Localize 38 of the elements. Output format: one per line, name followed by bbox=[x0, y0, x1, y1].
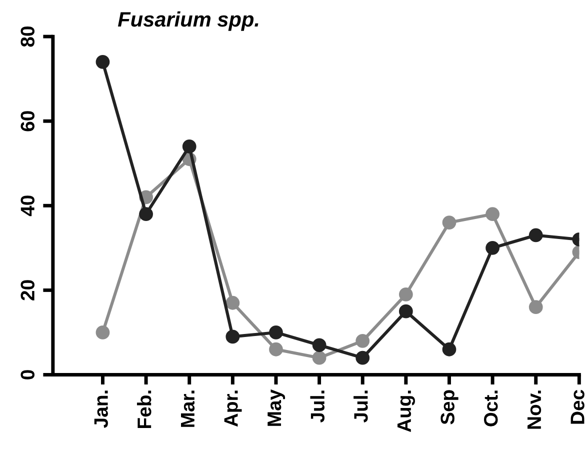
x-tick-label: Apr. bbox=[224, 390, 242, 427]
point bbox=[528, 228, 543, 242]
y-tick-label: 20 bbox=[20, 280, 34, 300]
x-tick-label: Mar. bbox=[181, 390, 195, 427]
point bbox=[96, 326, 110, 340]
point bbox=[312, 350, 326, 365]
point bbox=[486, 207, 500, 222]
point bbox=[312, 338, 326, 352]
x-tick-label: Nov. bbox=[528, 390, 542, 429]
x-tick-label: Aug. bbox=[397, 390, 415, 432]
y-tick-label: 40 bbox=[20, 196, 34, 216]
x-tick-label: May bbox=[268, 389, 286, 426]
point bbox=[226, 330, 240, 344]
point bbox=[486, 240, 500, 255]
point bbox=[226, 296, 240, 310]
x-tick-label: Jul. bbox=[310, 390, 325, 423]
x-tick-label: Jul. bbox=[354, 390, 368, 423]
x-tick-label: Sep bbox=[440, 390, 458, 424]
point bbox=[139, 207, 153, 222]
point bbox=[269, 326, 283, 340]
y-tick-label: 80 bbox=[20, 26, 34, 47]
y-tick-label: 60 bbox=[20, 111, 34, 132]
point bbox=[96, 54, 110, 69]
x-tick-label: Feb. bbox=[136, 390, 152, 428]
point bbox=[442, 216, 456, 230]
x-tick-label: Dec bbox=[570, 390, 584, 424]
point bbox=[182, 140, 196, 154]
point bbox=[398, 287, 413, 302]
x-tick-label: Oct. bbox=[484, 390, 498, 426]
point bbox=[398, 304, 413, 318]
point bbox=[269, 342, 283, 356]
chart-title: Fusarium spp. bbox=[118, 11, 258, 31]
point bbox=[356, 350, 370, 365]
point bbox=[528, 300, 543, 314]
point bbox=[356, 334, 370, 348]
x-tick-label: Jan. bbox=[94, 390, 108, 428]
y-tick-label: 0 bbox=[20, 370, 34, 380]
point bbox=[442, 342, 456, 356]
